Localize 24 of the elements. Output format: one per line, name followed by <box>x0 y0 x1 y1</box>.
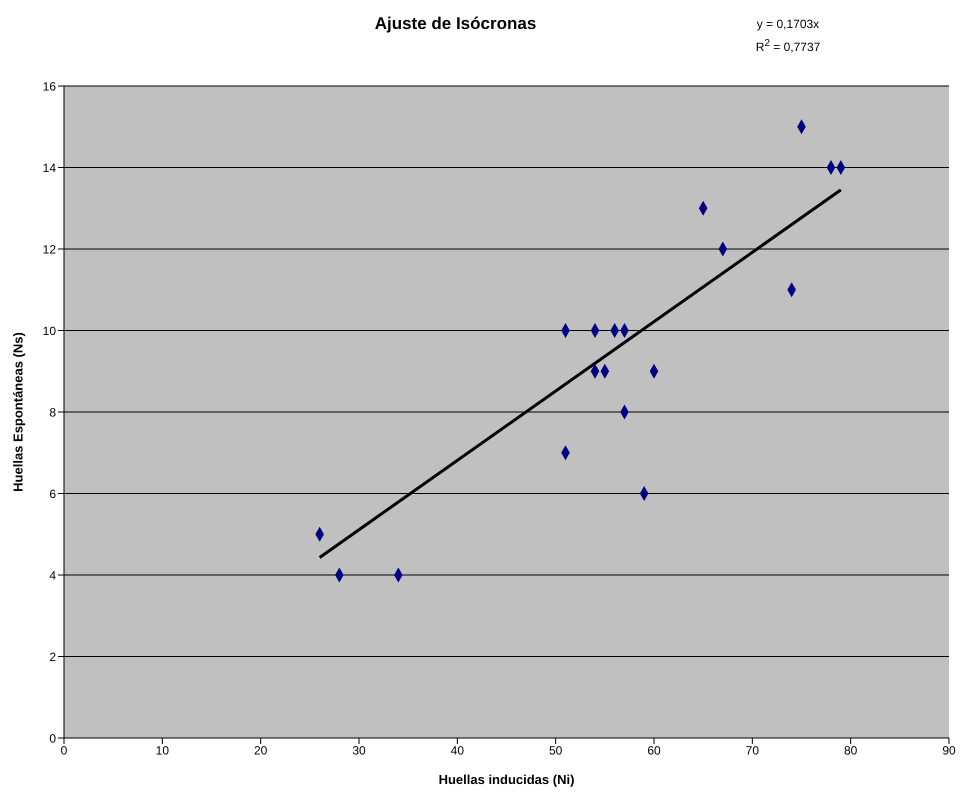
y-tick-label: 12 <box>42 242 56 256</box>
y-tick-label: 10 <box>42 324 56 338</box>
text: y = 0,1703x <box>756 16 820 33</box>
y-axis-title: Huellas Espontáneas (Ns) <box>10 332 26 492</box>
x-tick-label: 50 <box>548 744 563 758</box>
y-tick-label: 4 <box>49 568 56 582</box>
x-tick-label: 80 <box>844 744 858 758</box>
x-tick-label: 90 <box>942 744 956 758</box>
x-tick-label: 0 <box>60 744 68 758</box>
x-tick-label: 70 <box>746 744 760 758</box>
chart-title: Ajuste de Isócronas <box>374 14 536 33</box>
text: R$^{2}$ = 0,7737 <box>754 37 822 56</box>
x-tick-label: 30 <box>352 744 366 758</box>
x-tick-label: 10 <box>156 744 170 758</box>
y-tick-label: 2 <box>49 650 56 664</box>
y-tick-label: 6 <box>49 486 56 501</box>
y-tick-label: 8 <box>49 405 56 420</box>
y-tick-label: 0 <box>49 731 56 746</box>
x-tick-label: 20 <box>254 744 268 758</box>
y-tick-label: 16 <box>42 79 56 94</box>
x-tick-label: 40 <box>450 744 464 758</box>
y-tick-label: 14 <box>42 160 56 175</box>
x-tick-label: 60 <box>647 744 661 758</box>
x-axis-title: Huellas inducidas (Ni) <box>438 772 574 787</box>
